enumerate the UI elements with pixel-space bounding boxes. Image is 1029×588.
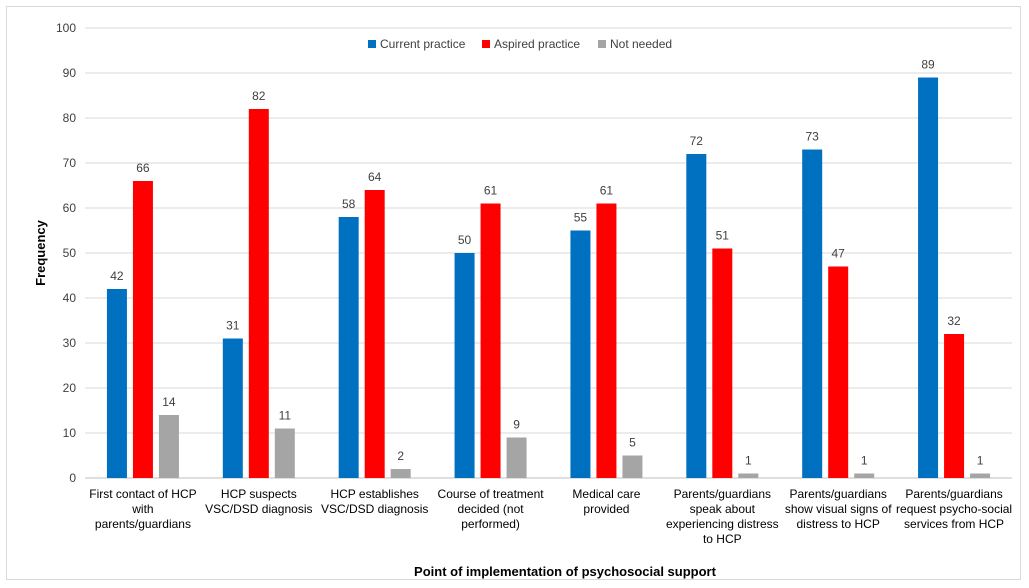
y-tick-label: 50 — [63, 246, 77, 260]
category-label: VSC/DSD diagnosis — [205, 502, 312, 516]
category-label: Parents/guardians — [789, 487, 886, 501]
y-tick-label: 30 — [63, 336, 77, 350]
data-label: 64 — [368, 170, 382, 184]
y-axis-title: Frequency — [33, 219, 48, 286]
y-tick-label: 100 — [56, 21, 76, 35]
category-label: decided (not — [458, 502, 525, 516]
legend: Current practice Aspired practice Not need… — [368, 37, 672, 51]
bar-current-practice — [802, 149, 823, 478]
bar-current-practice — [338, 217, 359, 478]
y-tick-label: 40 — [63, 291, 77, 305]
bar-not-needed — [854, 473, 875, 478]
bars — [106, 77, 991, 478]
chart-frame — [6, 6, 1021, 580]
category-label: provided — [583, 502, 629, 516]
category-label: with — [131, 502, 153, 516]
data-label: 5 — [629, 436, 636, 450]
category-label: Parents/guardians — [905, 487, 1002, 501]
bar-not-needed — [970, 473, 991, 478]
category-label: HCP establishes — [330, 487, 419, 501]
data-label: 73 — [806, 130, 820, 144]
data-label: 72 — [690, 134, 704, 148]
x-axis-title: Point of implementation of psychosocial … — [414, 564, 717, 579]
y-tick-labels: 0 10 20 30 40 50 60 70 80 90 100 — [56, 21, 76, 485]
category-label: request psycho-social — [896, 502, 1012, 516]
y-tick-label: 20 — [63, 381, 77, 395]
data-label: 1 — [745, 454, 752, 468]
category-label: distress to HCP — [797, 517, 880, 531]
data-label: 61 — [484, 184, 498, 198]
data-label: 58 — [342, 197, 356, 211]
y-tick-label: 90 — [63, 66, 77, 80]
data-label: 1 — [977, 454, 984, 468]
legend-label: Current practice — [380, 37, 466, 51]
data-label: 61 — [600, 184, 614, 198]
category-label: experiencing distress — [666, 517, 779, 531]
category-label: services from HCP — [904, 517, 1004, 531]
bar-aspired-practice — [944, 334, 965, 478]
bar-not-needed — [158, 415, 179, 478]
bar-not-needed — [506, 437, 527, 478]
category-label: parents/guardians — [95, 517, 191, 531]
bar-aspired-practice — [480, 203, 501, 478]
data-label: 1 — [861, 454, 868, 468]
data-label: 89 — [921, 58, 935, 72]
legend-swatch — [482, 40, 490, 48]
bar-not-needed — [622, 455, 643, 478]
data-label: 14 — [162, 395, 176, 409]
category-label: show visual signs of — [785, 502, 892, 516]
bar-aspired-practice — [132, 181, 153, 478]
data-label: 82 — [252, 89, 266, 103]
data-labels: 42 66 14 31 82 11 58 64 2 50 61 9 55 61 5 72 51 1 73 47 1 89 3… — [110, 58, 983, 468]
bar-current-practice — [106, 289, 127, 478]
legend-swatch — [598, 40, 606, 48]
category-label: to HCP — [703, 532, 742, 546]
category-labels: First contact of HCPwithparents/guardian… — [89, 487, 1012, 546]
data-label: 32 — [947, 314, 961, 328]
data-label: 42 — [110, 269, 124, 283]
bar-current-practice — [570, 230, 591, 478]
bar-aspired-practice — [248, 109, 269, 478]
category-label: Medical care — [572, 487, 640, 501]
category-label: performed) — [461, 517, 520, 531]
y-tick-label: 0 — [69, 471, 76, 485]
legend-label: Not needed — [610, 37, 672, 51]
bar-aspired-practice — [596, 203, 617, 478]
bar-aspired-practice — [364, 190, 385, 478]
y-tick-label: 10 — [63, 426, 77, 440]
data-label: 47 — [832, 247, 846, 261]
category-label: speak about — [690, 502, 756, 516]
data-label: 50 — [458, 233, 472, 247]
data-label: 55 — [574, 211, 588, 225]
y-tick-label: 70 — [63, 156, 77, 170]
bar-not-needed — [738, 473, 759, 478]
bar-current-practice — [454, 253, 475, 478]
bar-aspired-practice — [828, 266, 849, 478]
category-label: HCP suspects — [221, 487, 297, 501]
category-label: Parents/guardians — [674, 487, 771, 501]
data-label: 51 — [716, 229, 730, 243]
data-label: 31 — [226, 319, 240, 333]
data-label: 66 — [136, 161, 150, 175]
legend-label: Aspired practice — [494, 37, 580, 51]
bar-not-needed — [390, 469, 411, 478]
category-label: First contact of HCP — [89, 487, 196, 501]
bar-not-needed — [274, 428, 295, 478]
y-tick-label: 60 — [63, 201, 77, 215]
data-label: 9 — [513, 418, 520, 432]
bar-aspired-practice — [712, 248, 733, 478]
y-tick-label: 80 — [63, 111, 77, 125]
category-label: VSC/DSD diagnosis — [321, 502, 428, 516]
legend-swatch — [368, 40, 376, 48]
bar-current-practice — [222, 338, 243, 478]
bar-current-practice — [918, 77, 939, 478]
data-label: 2 — [397, 449, 404, 463]
data-label: 11 — [279, 409, 292, 423]
bar-current-practice — [686, 154, 707, 478]
category-label: Course of treatment — [438, 487, 545, 501]
